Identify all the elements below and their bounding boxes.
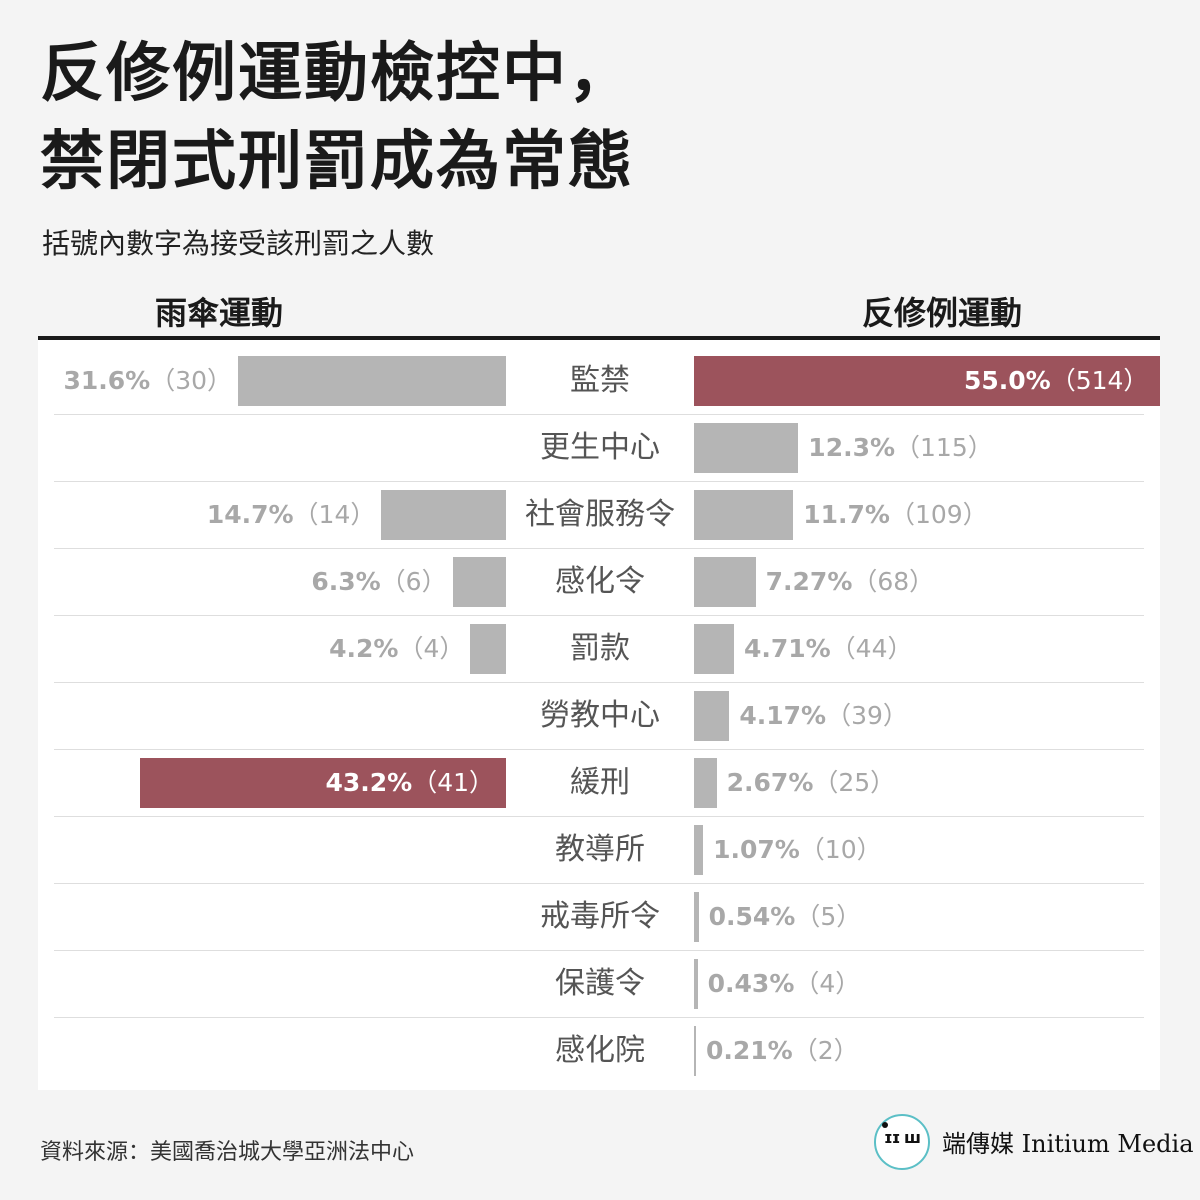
bar-right [694,892,699,942]
brand-name: 端傳媒 Initium Media [942,1130,1194,1158]
category-label: 勞教中心 [540,698,660,733]
category-label: 保護令 [555,966,645,1001]
category-label: 更生中心 [540,430,660,465]
value-count: （6） [380,567,447,596]
value-percent: 31.6% [63,366,151,395]
value-percent: 0.21% [706,1036,793,1065]
row-divider [54,883,1144,884]
bar-right-label: 1.07%（10） [713,835,882,865]
value-count: （68） [852,567,935,596]
bar-right-label: 11.7%（109） [803,500,987,530]
value-percent: 1.07% [713,835,800,864]
bar-right [694,758,717,808]
bar-right-label: 12.3%（115） [808,433,992,463]
value-percent: 7.27% [765,567,853,596]
bar-right-label: 7.27%（68） [766,567,935,597]
value-count: （4） [398,634,465,663]
value-count: （115） [895,433,993,462]
bar-right-label: 4.17%（39） [739,701,908,731]
bar-right-label: 4.71%（44） [744,634,913,664]
bar-left [452,557,506,607]
bar-left [139,758,506,808]
value-count: （2） [792,1036,859,1065]
value-percent: 6.3% [311,567,381,596]
bar-right [694,825,704,875]
category-label: 社會服務令 [525,497,675,532]
bar-left-label: 43.2%（41） [325,768,494,798]
bar-right-label: 55.0%（514） [964,366,1148,396]
value-count: （4） [794,969,861,998]
value-count: （41） [412,768,494,797]
value-percent: 11.7% [803,500,890,529]
bar-left-label: 4.2%（4） [329,634,464,664]
category-label: 罰款 [570,631,630,666]
category-label: 感化院 [555,1033,645,1068]
value-count: （30） [150,366,233,395]
bar-left [238,356,506,406]
header-rule [38,336,1160,340]
bar-right [694,423,799,473]
bar-right [694,959,698,1009]
value-count: （25） [813,768,896,797]
value-count: （39） [826,701,908,730]
logo-dot [882,1122,888,1128]
category-label: 感化令 [555,564,645,599]
value-percent: 0.54% [708,902,796,931]
value-count: （109） [889,500,988,529]
bar-right-label: 0.54%（5） [709,902,862,932]
value-percent: 4.71% [743,634,831,663]
value-percent: 14.7% [206,500,294,529]
bar-right [694,624,734,674]
title-line-2: 禁閉式刑罰成為常態 [40,125,634,199]
value-percent: 4.17% [739,701,827,730]
bar-right [694,1026,696,1076]
bar-left-label: 31.6%（30） [64,366,233,396]
title-line-1: 反修例運動檢控中， [40,37,634,111]
source-note: 資料來源：美國喬治城大學亞洲法中心 [40,1140,415,1165]
value-percent: 12.3% [808,433,896,462]
bar-right-label: 0.21%（2） [706,1036,859,1066]
category-label: 緩刑 [570,765,630,800]
chart-subtitle: 括號內數字為接受該刑罰之人數 [42,227,435,260]
bar-right [694,557,756,607]
bar-left-label: 14.7%（14） [207,500,376,530]
initium-logo: ɪɪ ш [874,1114,930,1170]
bar-right-label: 2.67%（25） [727,768,896,798]
value-count: （44） [830,634,913,663]
row-divider [54,1017,1144,1018]
value-percent: 0.43% [707,969,795,998]
row-divider [54,615,1144,616]
value-count: （14） [293,500,376,529]
bar-right [694,691,730,741]
bar-right [694,356,1161,406]
chart-title: 反修例運動檢控中， 禁閉式刑罰成為常態 [40,30,634,206]
bar-right [694,490,794,540]
value-count: （514） [1050,366,1149,395]
value-percent: 2.67% [726,768,814,797]
bar-left [470,624,506,674]
bar-left-label: 6.3%（6） [311,567,446,597]
right-series-header: 反修例運動 [862,294,1023,332]
row-divider [54,682,1144,683]
row-divider [54,749,1144,750]
row-divider [54,481,1144,482]
row-divider [54,816,1144,817]
row-divider [54,548,1144,549]
value-percent: 43.2% [325,768,413,797]
value-count: （5） [795,902,862,931]
value-percent: 4.2% [329,634,399,663]
category-label: 監禁 [570,363,630,398]
left-series-header: 雨傘運動 [155,294,284,332]
category-label: 教導所 [555,832,645,867]
logo-mark: ɪɪ ш [883,1128,921,1147]
row-divider [54,414,1144,415]
bar-right-label: 0.43%（4） [708,969,861,999]
category-label: 戒毒所令 [540,899,660,934]
value-count: （10） [799,835,882,864]
chart-panel: 監禁 31.6%（30） 55.0%（514） 更生中心 12.3%（115） 社會服務令… [38,340,1161,1090]
bar-left [381,490,506,540]
row-divider [54,950,1144,951]
value-percent: 55.0% [963,366,1051,395]
